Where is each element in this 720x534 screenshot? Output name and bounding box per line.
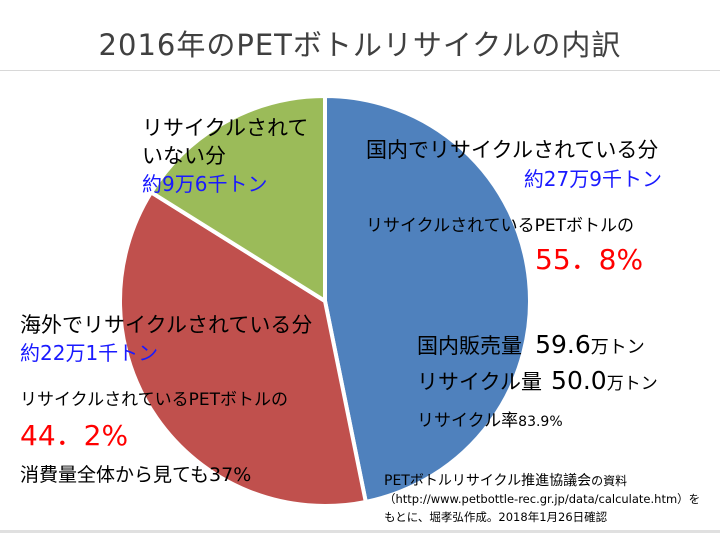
chart-title: 2016年のPETボトルリサイクルの内訳: [98, 28, 622, 62]
slice-share-domestic: 55．8%: [535, 243, 644, 276]
slice-label-domestic: 国内でリサイクルされている分: [366, 138, 659, 162]
summary-rate-label: リサイクル率: [417, 411, 519, 431]
pie-slice-overseas: [118, 189, 369, 508]
summary-rate-value: 83.9%: [518, 414, 563, 430]
source-credit: もとに、堀孝弘作成。2018年1月26日確認: [384, 510, 608, 524]
summary-recycle-unit: 万トン: [606, 374, 658, 394]
slice-share-overseas: 44．2%: [20, 419, 129, 452]
slice-amount-overseas: 約22万1千トン: [20, 341, 159, 365]
slice-share-caption-overseas: リサイクルされているPETボトルの: [20, 390, 289, 410]
source-line-1: PETボトルリサイクル推進協議会の資料: [384, 470, 627, 490]
slice-label-not-recycled-1: リサイクルされて: [142, 116, 309, 140]
summary-recycle-value: 50.0: [551, 366, 607, 395]
slice-share-caption-domestic: リサイクルされているPETボトルの: [366, 216, 635, 236]
source-org: PETボトルリサイクル推進協議会: [384, 473, 592, 489]
slice-label-overseas: 海外でリサイクルされている分: [20, 313, 313, 337]
slice-extra-overseas: 消費量全体から見ても37%: [20, 464, 252, 486]
summary-recycle: リサイクル量 50.0万トン: [417, 366, 658, 396]
slice-amount-domestic: 約27万9千トン: [523, 167, 662, 191]
source-url: （http://www.petbottle-rec.gr.jp/data/cal…: [384, 492, 701, 506]
slice-amount-not-recycled: 約9万6千トン: [142, 172, 268, 196]
slice-label-not-recycled-2: いない分: [142, 144, 226, 168]
summary-sales-label: 国内販売量: [417, 334, 522, 358]
summary-sales: 国内販売量 59.6万トン: [417, 330, 645, 360]
source-doc: の資料: [591, 474, 628, 488]
summary-rate: リサイクル率83.9%: [417, 406, 563, 431]
summary-sales-value: 59.6: [535, 330, 591, 359]
summary-recycle-label: リサイクル量: [417, 370, 542, 394]
bottom-divider: [0, 530, 720, 533]
summary-sales-unit: 万トン: [590, 337, 645, 358]
title-divider: [0, 70, 720, 71]
pie-slice-domestic: [323, 93, 532, 505]
pie-slice-not-recycled: [148, 93, 327, 305]
